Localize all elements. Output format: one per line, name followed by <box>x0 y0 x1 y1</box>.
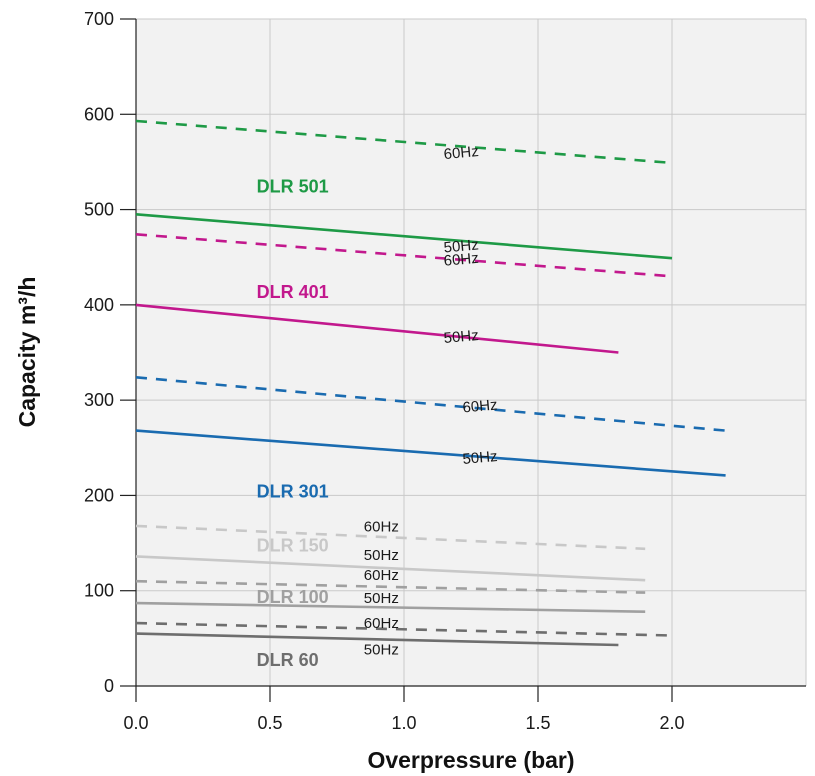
y-tick-label: 600 <box>84 104 114 124</box>
frequency-label: 50Hz <box>443 327 479 347</box>
series-label: DLR 501 <box>257 176 329 196</box>
grid-lines <box>136 18 807 686</box>
series-line-dlr-401-60hz <box>135 233 673 278</box>
series-lines <box>135 119 726 647</box>
series-line-dlr-60-50hz <box>135 632 619 647</box>
frequency-label: 60Hz <box>462 397 498 417</box>
x-axis-title: Overpressure (bar) <box>367 747 574 773</box>
x-tick-label: 2.0 <box>659 713 684 733</box>
x-tick-label: 1.5 <box>525 713 550 733</box>
series-label: DLR 150 <box>257 536 329 556</box>
series-label: DLR 301 <box>257 481 329 501</box>
frequency-label: 60Hz <box>364 519 399 536</box>
frequency-label: 60Hz <box>364 567 399 584</box>
frequency-label: 50Hz <box>364 642 399 659</box>
series-line-dlr-60-60hz <box>135 621 673 637</box>
series-label: DLR 60 <box>257 650 319 670</box>
frequency-label: 60Hz <box>443 143 479 163</box>
axes: 0 100 200 300 400 500 600 700 0.0 0.5 1.0 1.5 2.0 <box>84 9 806 733</box>
series-line-dlr-501-60hz <box>135 119 673 165</box>
y-tick-label: 400 <box>84 295 114 315</box>
frequency-label: 60Hz <box>364 615 399 632</box>
frequency-label: 60Hz <box>443 250 479 270</box>
frequency-label: 50Hz <box>364 590 399 607</box>
y-tick-label: 700 <box>84 9 114 29</box>
x-tick-label: 0.5 <box>257 713 282 733</box>
series-line-dlr-501-50hz <box>135 213 673 260</box>
y-tick-label: 0 <box>104 676 114 696</box>
series-line-dlr-150-50hz <box>135 555 646 582</box>
plot-background <box>136 19 806 686</box>
series-line-dlr-401-50hz <box>135 303 619 354</box>
frequency-label: 50Hz <box>462 448 498 468</box>
series-line-dlr-100-50hz <box>135 601 646 613</box>
x-tick-label: 0.0 <box>123 713 148 733</box>
y-axis-title: Capacity m³/h <box>14 277 40 428</box>
frequency-label: 50Hz <box>364 547 399 564</box>
y-tick-label: 200 <box>84 485 114 505</box>
x-tick-label: 1.0 <box>391 713 416 733</box>
line-labels: DLR 501 DLR 401 DLR 301 DLR 150 DLR 100 DLR 6… <box>257 143 499 670</box>
series-line-dlr-301-50hz <box>135 429 726 477</box>
series-line-dlr-150-60hz <box>135 524 646 551</box>
series-line-dlr-100-60hz <box>135 579 646 594</box>
frequency-label: 50Hz <box>443 236 479 256</box>
y-tick-label: 500 <box>84 200 114 220</box>
series-label: DLR 401 <box>257 282 329 302</box>
y-tick-label: 300 <box>84 390 114 410</box>
series-label: DLR 100 <box>257 587 329 607</box>
y-tick-label: 100 <box>84 581 114 601</box>
